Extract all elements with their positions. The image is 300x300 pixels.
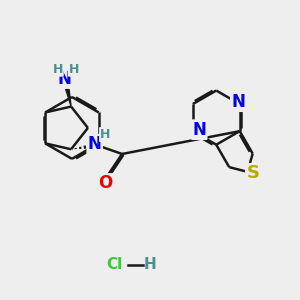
Polygon shape bbox=[64, 81, 71, 106]
Text: S: S bbox=[246, 164, 260, 182]
Text: H: H bbox=[69, 63, 79, 76]
Text: H: H bbox=[100, 128, 110, 141]
Text: N: N bbox=[57, 70, 71, 88]
Text: H: H bbox=[52, 63, 63, 76]
Text: N: N bbox=[88, 135, 102, 153]
Text: H: H bbox=[144, 257, 156, 272]
Text: Cl: Cl bbox=[106, 257, 123, 272]
Text: N: N bbox=[231, 93, 245, 111]
Text: O: O bbox=[98, 174, 112, 192]
Text: N: N bbox=[192, 121, 206, 139]
